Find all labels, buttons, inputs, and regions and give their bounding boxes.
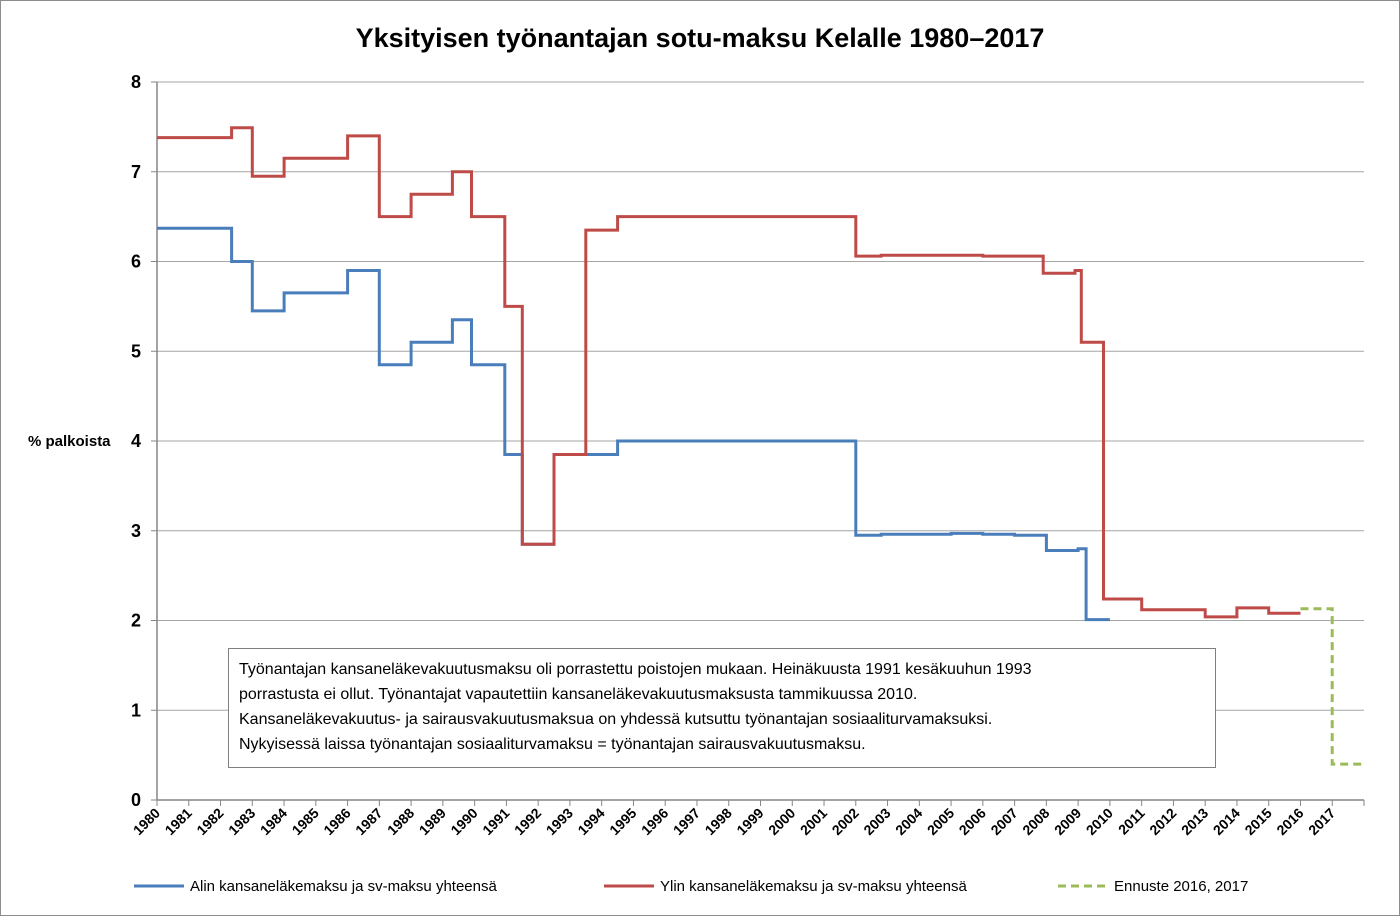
x-tick-label: 2014	[1210, 805, 1243, 838]
y-axis-label: % palkoista	[28, 433, 111, 450]
x-tick-label: 2005	[924, 805, 957, 838]
x-tick-label: 1996	[638, 805, 671, 838]
legend: Alin kansaneläkemaksu ja sv-maksu yhteen…	[134, 878, 1248, 895]
x-tick-label: 1981	[162, 805, 195, 838]
x-tick-label: 2010	[1083, 805, 1116, 838]
x-tick-label: 1992	[511, 805, 544, 838]
x-tick-label: 2006	[956, 805, 989, 838]
x-tick-label: 1988	[384, 805, 417, 838]
x-tick-label: 1994	[574, 805, 607, 838]
x-axis-ticks: 1980198119821983198419851986198719881989…	[130, 800, 1365, 838]
y-axis-ticks: 0 1 2 3 4 5 6 7 8	[131, 72, 157, 810]
x-tick-label: 1985	[289, 805, 322, 838]
annotation-line: Kansaneläkevakuutus- ja sairausvakuutusm…	[239, 711, 993, 728]
x-tick-label: 1997	[670, 805, 703, 838]
legend-label: Ylin kansaneläkemaksu ja sv-maksu yhteen…	[660, 878, 967, 895]
annotation-line: Työnantajan kansaneläkevakuutusmaksu oli…	[239, 661, 1032, 678]
x-tick-label: 2004	[892, 805, 925, 838]
annotation-box: Työnantajan kansaneläkevakuutusmaksu oli…	[228, 648, 1216, 768]
y-tick-label: 4	[131, 431, 141, 451]
x-tick-label: 2011	[1115, 805, 1148, 838]
x-tick-label: 2017	[1305, 805, 1338, 838]
y-tick-label: 1	[131, 700, 141, 720]
legend-label: Ennuste 2016, 2017	[1114, 878, 1248, 895]
x-tick-label: 2007	[987, 805, 1020, 838]
x-tick-label: 2002	[829, 805, 862, 838]
y-tick-label: 2	[131, 611, 141, 631]
series-lines	[157, 126, 1364, 766]
x-tick-label: 1987	[352, 805, 385, 838]
gridlines	[157, 81, 1364, 711]
x-tick-label: 1983	[225, 805, 258, 838]
y-tick-label: 8	[131, 72, 141, 92]
x-tick-label: 1995	[606, 805, 639, 838]
x-tick-label: 2003	[860, 805, 893, 838]
series-line	[157, 126, 1301, 619]
y-tick-label: 3	[131, 521, 141, 541]
x-tick-label: 2008	[1019, 805, 1052, 838]
y-tick-label: 5	[131, 341, 141, 361]
x-tick-label: 1984	[257, 805, 290, 838]
x-tick-label: 1991	[479, 805, 512, 838]
x-tick-label: 2001	[797, 805, 830, 838]
y-tick-label: 0	[131, 790, 141, 810]
y-tick-label: 6	[131, 252, 141, 272]
y-tick-label: 7	[131, 162, 141, 182]
x-tick-label: 1986	[320, 805, 353, 838]
x-tick-label: 1998	[702, 805, 735, 838]
x-tick-label: 1999	[733, 805, 766, 838]
annotation-line: porrastusta ei ollut. Työnantajat vapaut…	[239, 686, 918, 703]
x-tick-label: 1989	[416, 805, 449, 838]
x-tick-label: 2015	[1241, 805, 1274, 838]
x-tick-label: 1993	[543, 805, 576, 838]
x-tick-label: 2016	[1273, 805, 1306, 838]
x-tick-label: 2009	[1051, 805, 1084, 838]
series-line	[1300, 607, 1364, 766]
x-tick-label: 2012	[1146, 805, 1179, 838]
legend-label: Alin kansaneläkemaksu ja sv-maksu yhteen…	[190, 878, 497, 895]
x-tick-label: 1990	[447, 805, 480, 838]
chart-title: Yksityisen työnantajan sotu-maksu Kelall…	[356, 23, 1045, 53]
x-tick-label: 2013	[1178, 805, 1211, 838]
annotation-line: Nykyisessä laissa työnantajan sosiaalitu…	[239, 736, 866, 753]
series-line	[157, 226, 1110, 622]
x-tick-label: 1982	[193, 805, 226, 838]
x-tick-label: 2000	[765, 805, 798, 838]
